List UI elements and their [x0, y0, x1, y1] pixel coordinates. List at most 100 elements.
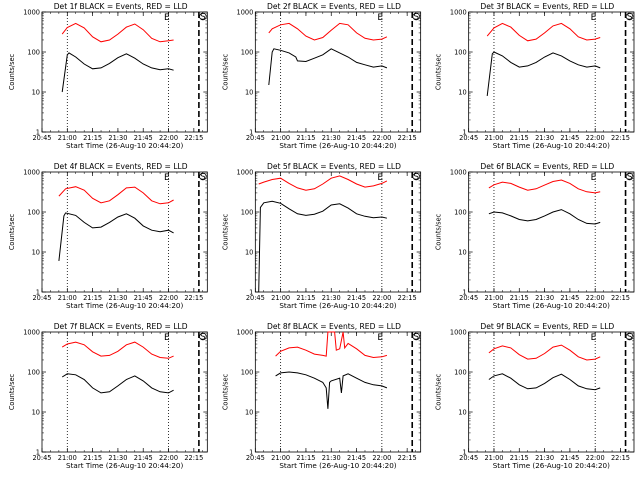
y-axis-label: Counts/sec: [435, 373, 443, 410]
x-tick-label: 22:15: [611, 454, 630, 462]
x-tick-label: 21:00: [58, 294, 77, 302]
plot-frame: [254, 11, 422, 133]
x-axis-label: Start Time (26-Aug-10 20:44:20): [279, 301, 396, 310]
series-line-2: [488, 344, 601, 361]
plot-frame: [468, 11, 635, 133]
marker-s: S: [627, 173, 633, 183]
x-tick-label: 22:15: [398, 134, 417, 142]
marker-e: E: [591, 13, 597, 23]
x-tick-label: 20:45: [32, 134, 51, 142]
y-tick-label: 1000: [450, 8, 467, 16]
chart-title: Det 2f BLACK = Events, RED = LLD: [267, 2, 401, 11]
series-line-2: [488, 179, 601, 194]
x-tick-label: 22:00: [586, 294, 605, 302]
chart-panel-1: Det 1f BLACK = Events, RED = LLD 1 10 100 10…: [8, 2, 208, 150]
y-tick-label: 100: [241, 368, 254, 376]
chart-title: Det 5f BLACK = Events, RED = LLD: [267, 162, 401, 171]
y-tick-label: 10: [458, 408, 466, 416]
y-tick-label: 100: [454, 368, 467, 376]
y-tick-label: 10: [245, 88, 253, 96]
chart-panel-4: Det 4f BLACK = Events, RED = LLD 1 10 100 10…: [8, 162, 208, 310]
x-tick-label: 20:45: [32, 454, 51, 462]
marker-s-circle: [199, 172, 207, 181]
chart-panel-8: Det 8f BLACK = Events, RED = LLD 1 10 100 10…: [221, 322, 422, 470]
marker-e: E: [591, 333, 597, 343]
marker-s: S: [627, 13, 633, 23]
marker-s: S: [200, 13, 206, 23]
x-tick-label: 21:45: [347, 294, 366, 302]
y-tick-label: 10: [458, 248, 466, 256]
x-tick-label: 20:45: [459, 134, 478, 142]
x-tick-label: 21:00: [484, 134, 503, 142]
x-tick-label: 20:45: [246, 134, 265, 142]
chart-panel-7: Det 7f BLACK = Events, RED = LLD 1 10 100 10…: [8, 322, 208, 470]
x-tick-label: 22:00: [372, 294, 391, 302]
y-tick-label: 100: [454, 48, 467, 56]
y-axis-label: Counts/sec: [8, 213, 16, 250]
y-tick-label: 1: [249, 128, 253, 136]
chart-panel-3: Det 3f BLACK = Events, RED = LLD 1 10 100 10…: [435, 2, 635, 150]
y-axis-label: Counts/sec: [221, 213, 229, 250]
marker-s-circle: [412, 12, 420, 21]
plot-frame: [254, 171, 422, 293]
marker-e: E: [164, 13, 170, 23]
x-tick-label: 21:00: [58, 134, 77, 142]
series-line-2: [486, 22, 601, 42]
y-tick-label: 1000: [237, 8, 254, 16]
series-line-1: [268, 48, 388, 86]
y-tick-label: 1000: [450, 168, 467, 176]
x-tick-label: 21:15: [296, 134, 315, 142]
x-tick-label: 21:00: [484, 454, 503, 462]
x-axis-label: Start Time (26-Aug-10 20:44:20): [279, 141, 396, 150]
x-tick-label: 21:00: [271, 134, 290, 142]
x-tick-label: 21:15: [510, 454, 529, 462]
x-tick-label: 22:15: [611, 134, 630, 142]
chart-panel-2: Det 2f BLACK = Events, RED = LLD 1 10 100 10…: [221, 2, 422, 150]
x-tick-label: 21:45: [347, 134, 366, 142]
y-axis-label: Counts/sec: [8, 373, 16, 410]
x-tick-label: 22:00: [586, 134, 605, 142]
y-tick-label: 1000: [23, 328, 40, 336]
x-tick-label: 21:30: [108, 134, 127, 142]
x-axis-label: Start Time (26-Aug-10 20:44:20): [493, 461, 610, 470]
marker-s: S: [627, 333, 633, 343]
plot-frame: [41, 11, 208, 133]
y-tick-label: 1: [36, 448, 40, 456]
series-line-2: [268, 22, 388, 41]
chart-title: Det 3f BLACK = Events, RED = LLD: [480, 2, 614, 11]
series-line-2: [275, 331, 388, 359]
x-tick-label: 21:00: [271, 294, 290, 302]
x-tick-label: 20:45: [32, 294, 51, 302]
marker-s: S: [413, 173, 419, 183]
x-tick-label: 22:15: [184, 454, 203, 462]
series-line-1: [275, 371, 388, 409]
y-tick-label: 100: [27, 48, 40, 56]
chart-title: Det 6f BLACK = Events, RED = LLD: [480, 162, 614, 171]
x-tick-label: 21:45: [134, 134, 153, 142]
x-tick-label: 21:45: [560, 134, 579, 142]
x-tick-label: 21:45: [560, 454, 579, 462]
marker-e: E: [377, 13, 383, 23]
marker-e: E: [591, 173, 597, 183]
x-axis-label: Start Time (26-Aug-10 20:44:20): [66, 301, 183, 310]
y-tick-label: 10: [458, 88, 466, 96]
plot-frame: [41, 171, 208, 293]
x-tick-label: 21:00: [271, 454, 290, 462]
marker-s: S: [413, 333, 419, 343]
plot-frame: [468, 171, 635, 293]
y-axis-label: Counts/sec: [221, 373, 229, 410]
x-axis-label: Start Time (26-Aug-10 20:44:20): [66, 141, 183, 150]
marker-e: E: [164, 333, 170, 343]
y-tick-label: 10: [32, 408, 40, 416]
x-tick-label: 21:15: [296, 294, 315, 302]
plot-frame: [41, 331, 208, 453]
series-line-2: [258, 175, 388, 191]
y-tick-label: 10: [245, 408, 253, 416]
series-line-1: [61, 52, 174, 93]
x-tick-label: 21:45: [134, 294, 153, 302]
marker-s-circle: [199, 12, 207, 21]
y-tick-label: 100: [241, 48, 254, 56]
chart-title: Det 1f BLACK = Events, RED = LLD: [54, 2, 188, 11]
y-tick-label: 1: [36, 128, 40, 136]
